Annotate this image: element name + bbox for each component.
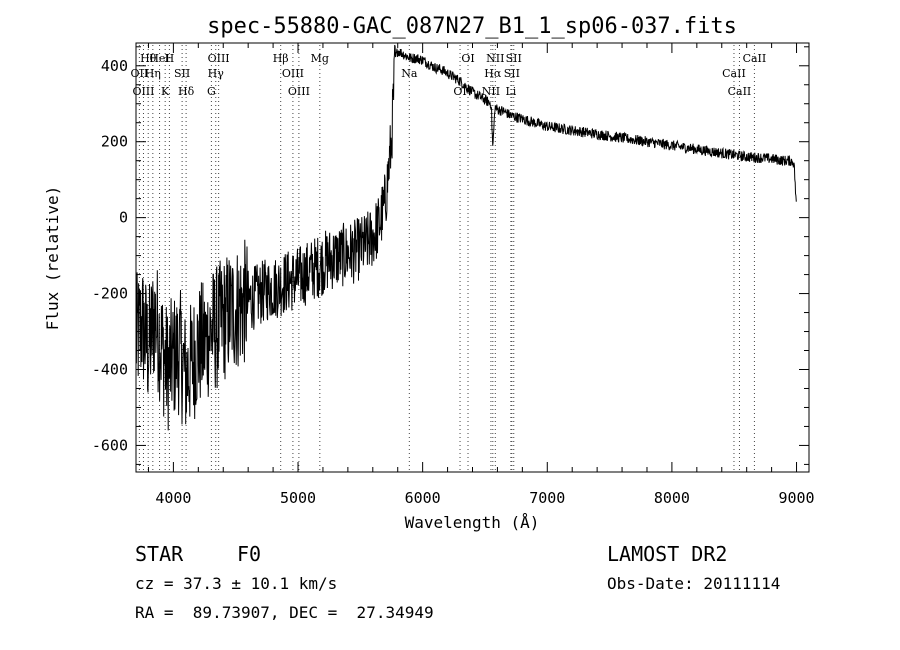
line-label: OIII [282,67,304,80]
observation-date: Obs-Date: 20111114 [607,574,781,593]
line-label: K [161,85,170,98]
line-label: Li [505,85,516,98]
x-axis-label: Wavelength (Å) [405,513,540,532]
line-label: G [207,85,216,98]
line-label: NII [486,52,504,65]
y-tick-label: 0 [119,209,128,227]
survey-name: LAMOST DR2 [607,542,728,566]
line-label: CaII [722,67,746,80]
x-tick-label: 9000 [778,489,814,507]
line-label: CaII [728,85,752,98]
line-label: Hη [145,67,161,80]
y-tick-label: -400 [92,360,128,378]
line-label: SII [506,52,522,65]
line-label: SII [174,67,190,80]
x-tick-label: 4000 [155,489,191,507]
line-label: H [165,52,175,65]
line-label: OIII [132,85,154,98]
x-tick-label: 7000 [529,489,565,507]
y-axis-label: Flux (relative) [43,186,62,331]
line-label: SII [504,67,520,80]
line-label: Hβ [273,52,289,65]
y-tick-label: -200 [92,285,128,303]
x-axis: 4000 5000 6000 7000 8000 9000 [147,43,815,507]
y-tick-label: 400 [101,57,128,75]
y-axis: -600 -400 -200 0 200 400 [92,46,809,465]
sky-coordinates: RA = 89.73907, DEC = 27.34949 [135,603,434,622]
y-tick-label: 200 [101,133,128,151]
y-tick-label: -600 [92,436,128,454]
x-tick-label: 8000 [654,489,690,507]
object-class: STAR [135,542,184,566]
line-label: OII [131,67,149,80]
spectrum-series [135,44,797,431]
line-label: Mg [311,52,329,65]
line-label: Hδ [178,85,195,98]
line-label: CaII [743,52,767,65]
line-label: Hγ [208,67,225,80]
line-label: OIII [288,85,310,98]
chart-title: spec-55880-GAC_087N27_B1_1_sp06-037.fits [207,14,737,39]
line-label: Hα [484,67,502,80]
line-label: OI [461,52,474,65]
spectral-line-markers: HθOIIOIIIHeIHηKHSIIHδOIIIHγGHβOIIIOIIIMg… [131,45,767,471]
object-subclass: F0 [237,542,262,566]
x-tick-label: 5000 [280,489,316,507]
line-label: Na [401,67,418,80]
x-tick-label: 6000 [405,489,441,507]
line-label: OIII [208,52,230,65]
line-label: NII [482,85,500,98]
redshift-cz: cz = 37.3 ± 10.1 km/s [135,574,338,593]
